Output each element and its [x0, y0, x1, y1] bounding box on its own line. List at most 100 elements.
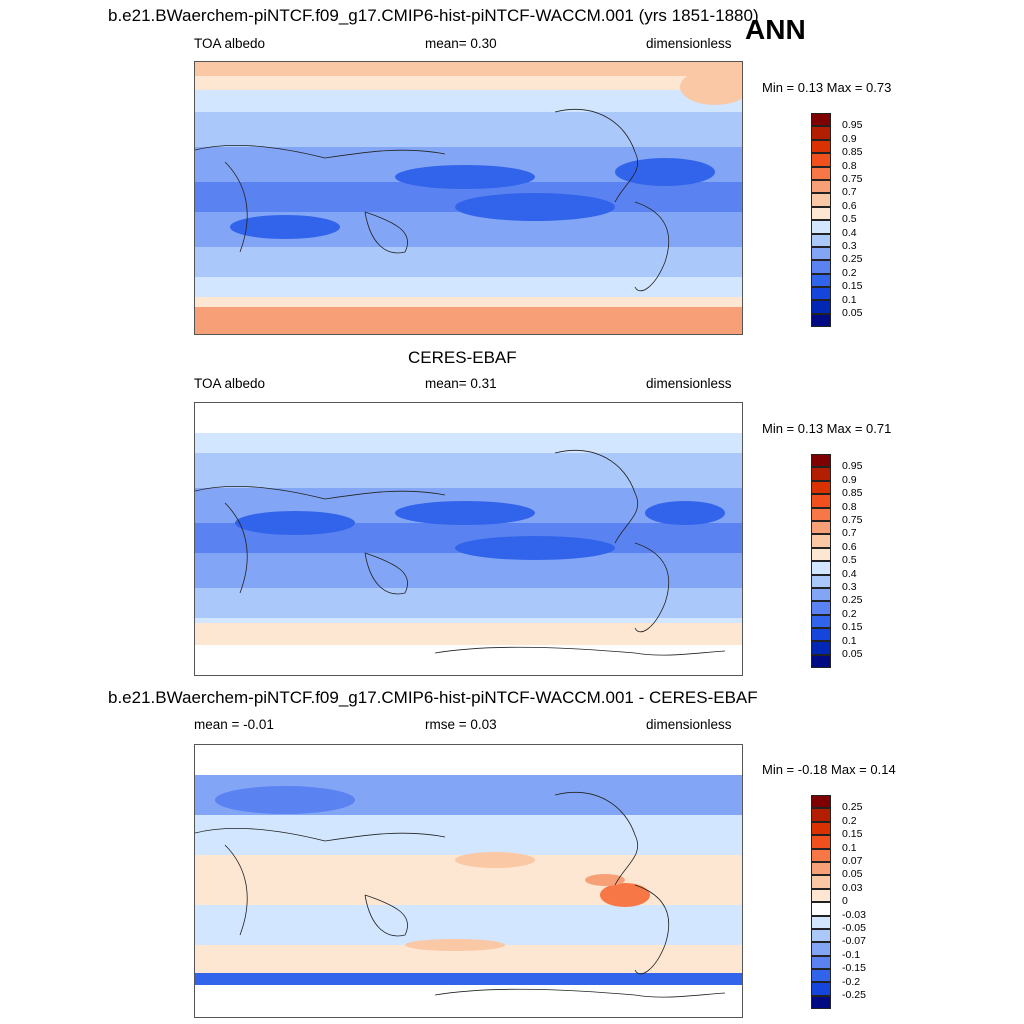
colorbar-segment [811, 574, 831, 588]
colorbar-segment [811, 641, 831, 655]
panel2-map-svg [195, 403, 742, 675]
colorbar-segment [811, 875, 831, 889]
colorbar-segment [811, 193, 831, 207]
colorbar-segment [811, 902, 831, 916]
colorbar-segment [811, 480, 831, 495]
colorbar-tick-label: 0.3 [842, 240, 857, 252]
colorbar-segment [811, 808, 831, 822]
colorbar-tick-label: 0.6 [842, 540, 857, 553]
colorbar-segment [811, 179, 831, 194]
colorbar-tick-label: 0.1 [842, 293, 857, 306]
panel3-map [194, 744, 743, 1018]
panel2-colorbar [811, 454, 831, 669]
colorbar-tick-label: 0.25 [842, 253, 863, 266]
colorbar-segment [811, 888, 831, 903]
colorbar-segment [811, 139, 831, 154]
colorbar-tick-label: -0.2 [842, 975, 861, 988]
colorbar-tick-label: 0.15 [842, 828, 863, 841]
colorbar-segment [811, 153, 831, 167]
colorbar-segment [811, 166, 831, 180]
panel2-title: CERES-EBAF [408, 348, 517, 367]
colorbar-tick-label: 0.85 [842, 487, 863, 500]
colorbar-tick-label: 0.9 [842, 473, 857, 486]
colorbar-tick-label: -0.03 [842, 908, 866, 921]
colorbar-tick-label: 0.8 [842, 500, 857, 513]
panel1-map [194, 61, 743, 335]
colorbar-tick-label: 0.2 [842, 607, 857, 620]
colorbar-segment [811, 520, 831, 535]
colorbar-tick-label: 0.25 [842, 594, 863, 607]
colorbar-segment [811, 654, 831, 669]
panel2-variable-label: TOA albedo [194, 376, 266, 391]
colorbar-tick-label: 0.15 [842, 621, 863, 634]
colorbar-tick-label: 0.2 [842, 814, 857, 827]
colorbar-tick-label: 0.7 [842, 186, 857, 199]
panel3-minmax: Min = -0.18 Max = 0.14 [762, 762, 896, 777]
colorbar-tick-label: 0.85 [842, 146, 863, 159]
colorbar-segment [811, 795, 831, 809]
colorbar-segment [811, 835, 831, 849]
colorbar-segment [811, 287, 831, 301]
colorbar-segment [811, 561, 831, 575]
colorbar-tick-label: -0.15 [842, 962, 866, 975]
colorbar-segment [811, 300, 831, 314]
colorbar-tick-label: -0.07 [842, 935, 866, 948]
colorbar-tick-label: 0.95 [842, 119, 863, 132]
colorbar-tick-label: 0.05 [842, 868, 863, 881]
colorbar-tick-label: 0.07 [842, 855, 863, 867]
colorbar-tick-label: 0.15 [842, 280, 863, 293]
colorbar-segment [811, 454, 831, 468]
colorbar-segment [811, 928, 831, 943]
colorbar-tick-label: 0.1 [842, 634, 857, 647]
colorbar-tick-label: 0.7 [842, 527, 857, 540]
panel3-rmse-label: rmse = 0.03 [425, 717, 497, 732]
colorbar-tick-label: 0.6 [842, 199, 857, 212]
colorbar-tick-label: 0.4 [842, 567, 857, 580]
colorbar-segment [811, 955, 831, 970]
colorbar-segment [811, 313, 831, 328]
colorbar-segment [811, 246, 831, 261]
colorbar-tick-label: 0.05 [842, 648, 863, 660]
panel2-minmax: Min = 0.13 Max = 0.71 [762, 421, 892, 436]
colorbar-segment [811, 220, 831, 234]
colorbar-segment [811, 547, 831, 562]
colorbar-tick-label: 0.4 [842, 226, 857, 239]
panel2-units-label: dimensionless [646, 376, 732, 391]
colorbar-tick-label: 0.1 [842, 841, 857, 854]
panel2-mean-label: mean= 0.31 [425, 376, 497, 391]
colorbar-segment [811, 614, 831, 629]
colorbar-tick-label: -0.25 [842, 989, 866, 1001]
panel1-variable-label: TOA albedo [194, 36, 266, 51]
colorbar-segment [811, 273, 831, 288]
panel1-colorbar [811, 113, 831, 328]
colorbar-segment [811, 969, 831, 983]
panel3-colorbar [811, 795, 831, 1010]
panel1-minmax: Min = 0.13 Max = 0.73 [762, 80, 892, 95]
panel3-title: b.e21.BWaerchem-piNTCF.f09_g17.CMIP6-his… [108, 688, 758, 707]
colorbar-tick-label: 0.5 [842, 554, 857, 567]
colorbar-tick-label: 0.5 [842, 213, 857, 226]
colorbar-segment [811, 601, 831, 615]
colorbar-segment [811, 126, 831, 140]
colorbar-segment [811, 507, 831, 521]
season-label: ANN [745, 14, 806, 45]
colorbar-tick-label: -0.1 [842, 948, 861, 961]
main-title: b.e21.BWaerchem-piNTCF.f09_g17.CMIP6-his… [108, 6, 759, 25]
colorbar-segment [811, 113, 831, 127]
colorbar-segment [811, 861, 831, 876]
colorbar-tick-label: 0.3 [842, 581, 857, 593]
colorbar-tick-label: 0.9 [842, 132, 857, 145]
colorbar-tick-label: 0.03 [842, 881, 863, 894]
colorbar-tick-label: 0.05 [842, 307, 863, 319]
colorbar-segment [811, 206, 831, 221]
colorbar-segment [811, 915, 831, 929]
panel1-units-label: dimensionless [646, 36, 732, 51]
colorbar-tick-label: -0.05 [842, 922, 866, 934]
colorbar-segment [811, 467, 831, 481]
colorbar-tick-label: 0.2 [842, 266, 857, 279]
colorbar-tick-label: 0.8 [842, 159, 857, 172]
colorbar-segment [811, 848, 831, 862]
panel3-mean-label: mean = -0.01 [194, 717, 274, 732]
colorbar-tick-label: 0.95 [842, 460, 863, 473]
panel1-mean-label: mean= 0.30 [425, 36, 497, 51]
